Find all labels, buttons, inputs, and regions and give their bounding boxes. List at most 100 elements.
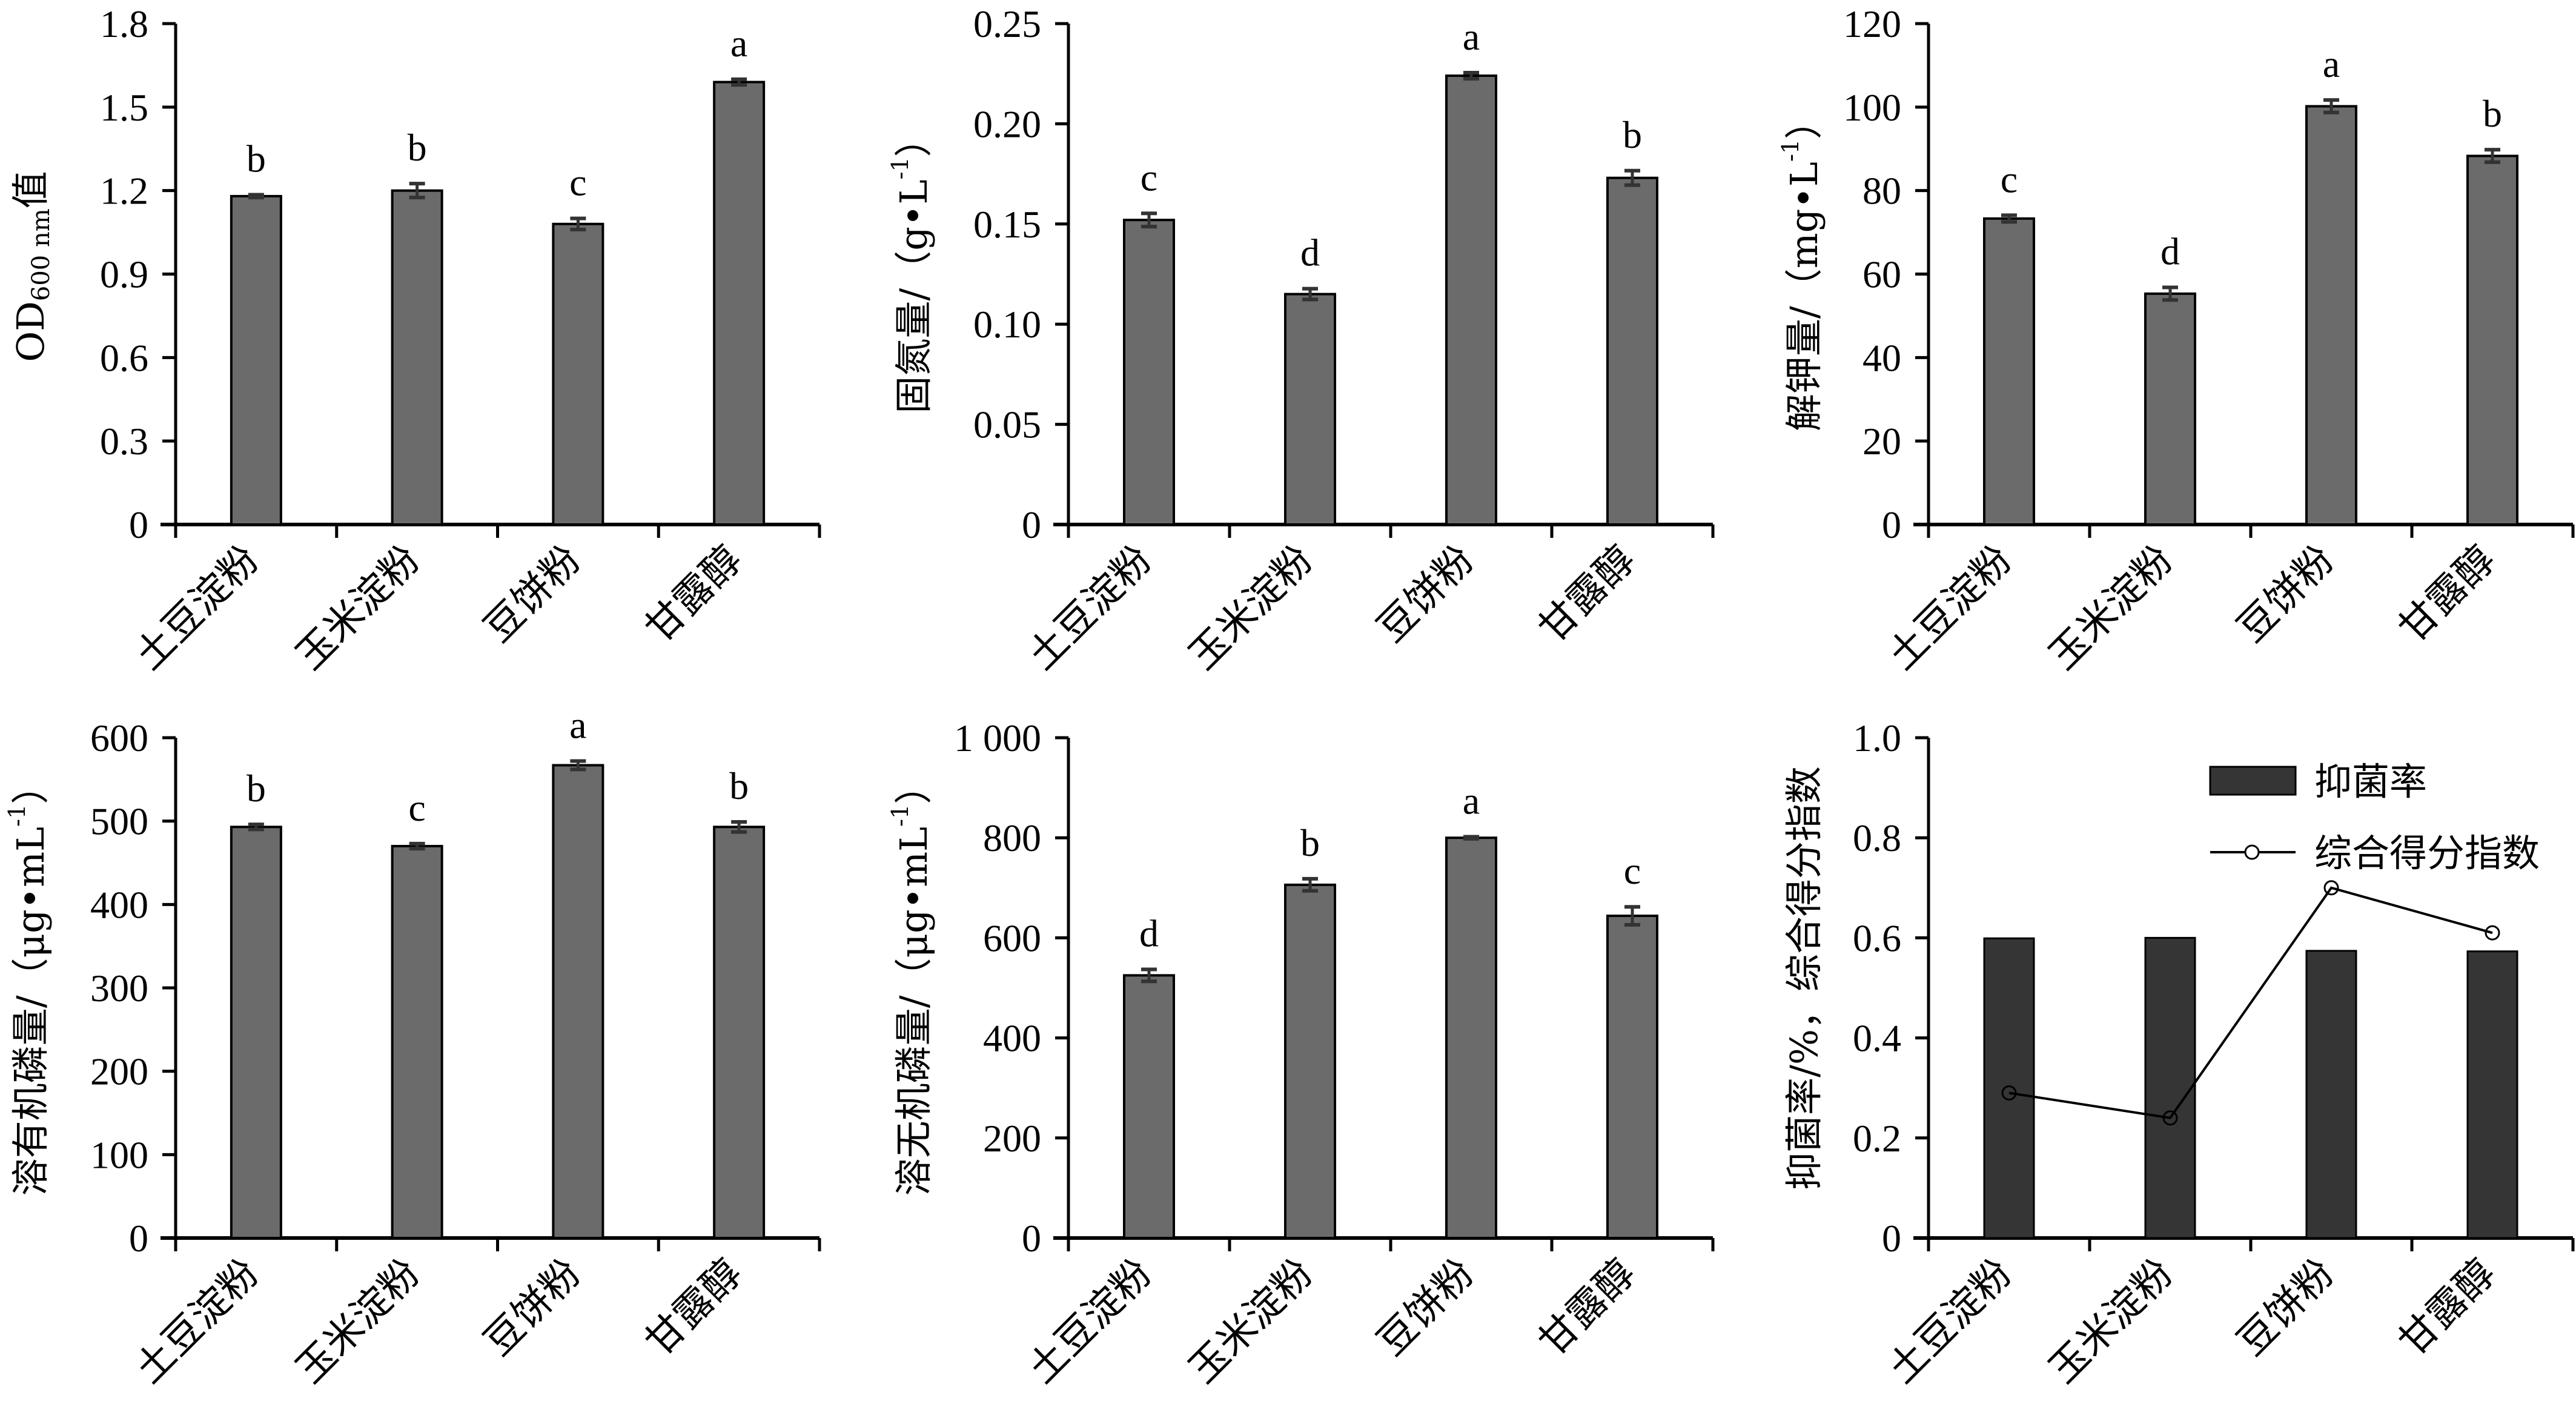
x-category-label: 豆饼粉: [2229, 537, 2343, 651]
legend-label-score: 综合得分指数: [2314, 831, 2540, 875]
x-category-label: 土豆淀粉: [1019, 1251, 1161, 1392]
y-axis-title: 固氮量/（g•L-1）: [887, 119, 936, 413]
bar: [2466, 154, 2518, 526]
y-tick-label: 120: [1843, 2, 1901, 45]
bar: [1445, 836, 1497, 1239]
y-tick-label: 1.2: [100, 170, 148, 213]
bar: [552, 764, 604, 1240]
y-tick-label: 60: [1862, 253, 1901, 296]
chart-panel-inorganic-p: 0 200 400 600 800 1 000 土豆淀粉 玉米淀粉 豆饼粉 甘露醇 d b a c 溶无机磷…: [887, 717, 1715, 1392]
y-axis-title-superscript: -1: [4, 804, 30, 827]
y-tick-label: 0.8: [1853, 816, 1901, 859]
bar: [1123, 974, 1175, 1239]
significance-letter: b: [408, 126, 427, 169]
x-category-label: 玉米淀粉: [1180, 1251, 1322, 1392]
score-point-marker: [2001, 1085, 2017, 1101]
bar: [1983, 937, 2035, 1239]
y-tick-label: 20: [1862, 420, 1901, 463]
y-axis-title: 抑菌率/%，综合得分指数: [1782, 766, 1826, 1190]
chart-panel-organic-p: 0 100 200 300 400 500 600 土豆淀粉 玉米淀粉 豆饼粉 甘露醇 b c a b 溶有机…: [4, 704, 821, 1392]
x-category-label: 土豆淀粉: [127, 1251, 268, 1392]
bar: [1606, 915, 1658, 1239]
bar: [1445, 74, 1497, 526]
y-axis-title-main: OD: [8, 301, 53, 362]
significance-letter: a: [1463, 15, 1480, 58]
y-tick-label: 0: [1022, 1217, 1041, 1260]
y-tick-label: 0.15: [973, 203, 1041, 246]
x-category-label: 玉米淀粉: [288, 1251, 429, 1392]
score-point-marker: [2485, 925, 2500, 941]
chart-panel-potassium: 0 20 40 60 80 100 120 土豆淀粉 玉米淀粉 豆饼粉 甘露醇 c d a b 解钾量/（mg…: [1777, 2, 2575, 678]
y-axis-title-main: 解钾量/（mg•L: [1782, 162, 1826, 431]
x-category-label: 豆饼粉: [476, 1251, 590, 1365]
y-tick-label: 0.6: [1853, 916, 1901, 959]
bar: [391, 189, 443, 526]
y-tick-label: 0: [129, 503, 148, 546]
score-point-marker: [2323, 880, 2339, 896]
y-axis-title-main: 抑菌率/%，综合得分指数: [1782, 766, 1826, 1190]
significance-letter: a: [1463, 780, 1480, 823]
y-tick-label: 40: [1862, 336, 1901, 379]
y-tick-label: 0: [129, 1217, 148, 1260]
y-axis-title-suffix: ）: [892, 119, 936, 157]
x-category-label: 豆饼粉: [1369, 537, 1483, 651]
x-category-label: 豆饼粉: [1369, 1251, 1483, 1365]
x-category-label: 甘露醇: [2390, 1251, 2504, 1365]
significance-letter: b: [2483, 92, 2502, 135]
y-axis-title-superscript: -1: [887, 804, 913, 827]
y-tick-label: 80: [1862, 170, 1901, 213]
bar: [713, 81, 766, 526]
y-tick-label: 0.3: [100, 420, 148, 463]
y-tick-label: 0.4: [1853, 1017, 1901, 1060]
y-axis-title-main: 固氮量/（g•L: [892, 179, 936, 413]
y-tick-label: 200: [983, 1117, 1041, 1160]
y-axis-title-superscript: -1: [887, 157, 913, 179]
significance-letter: d: [1300, 231, 1320, 274]
y-tick-label: 100: [1843, 86, 1901, 129]
y-tick-label: 0.6: [100, 336, 148, 379]
significance-letter: b: [247, 767, 266, 810]
y-tick-label: 0: [1882, 1217, 1901, 1260]
y-tick-label: 200: [90, 1050, 148, 1093]
significance-letter: c: [408, 786, 425, 829]
x-category-label: 玉米淀粉: [2041, 1251, 2182, 1392]
significance-letter: d: [1139, 912, 1159, 955]
y-tick-label: 800: [983, 816, 1041, 859]
y-axis-title-main: 溶有机磷量/（μg•mL: [8, 827, 53, 1196]
y-tick-label: 300: [90, 967, 148, 1010]
x-category-label: 玉米淀粉: [2041, 537, 2182, 678]
significance-letter: c: [1624, 849, 1641, 892]
significance-letter: b: [1623, 113, 1642, 156]
y-axis-title: 溶无机磷量/（μg•mL-1）: [887, 767, 936, 1196]
x-category-label: 玉米淀粉: [288, 537, 429, 678]
bar: [2305, 105, 2357, 526]
bar: [1123, 219, 1175, 526]
y-tick-label: 0.2: [1853, 1117, 1901, 1160]
y-axis-title-superscript: -1: [1777, 139, 1804, 162]
x-category-label: 甘露醇: [1530, 1251, 1644, 1365]
y-tick-label: 1.5: [100, 86, 148, 129]
bar: [2144, 936, 2196, 1239]
y-axis-title: 解钾量/（mg•L-1）: [1777, 102, 1826, 431]
y-tick-label: 0.10: [973, 303, 1041, 346]
y-tick-label: 600: [983, 916, 1041, 959]
x-category-label: 土豆淀粉: [1879, 1251, 2021, 1392]
bar: [2305, 950, 2357, 1239]
x-category-label: 甘露醇: [637, 537, 750, 651]
significance-letter: a: [569, 704, 586, 747]
bar: [2144, 292, 2196, 526]
x-category-label: 甘露醇: [637, 1251, 750, 1365]
y-tick-label: 0: [1022, 503, 1041, 546]
bar: [391, 844, 443, 1239]
y-tick-label: 1.8: [100, 2, 148, 45]
x-category-label: 土豆淀粉: [127, 537, 268, 678]
legend-circle-marker-icon: [2244, 844, 2260, 860]
significance-letter: c: [569, 161, 586, 204]
y-axis-title-subscript: 600 nm: [27, 208, 55, 301]
x-category-label: 土豆淀粉: [1019, 537, 1161, 678]
x-category-label: 土豆淀粉: [1879, 537, 2021, 678]
legend-label-inhibition: 抑菌率: [2314, 760, 2427, 804]
y-tick-label: 100: [90, 1133, 148, 1176]
